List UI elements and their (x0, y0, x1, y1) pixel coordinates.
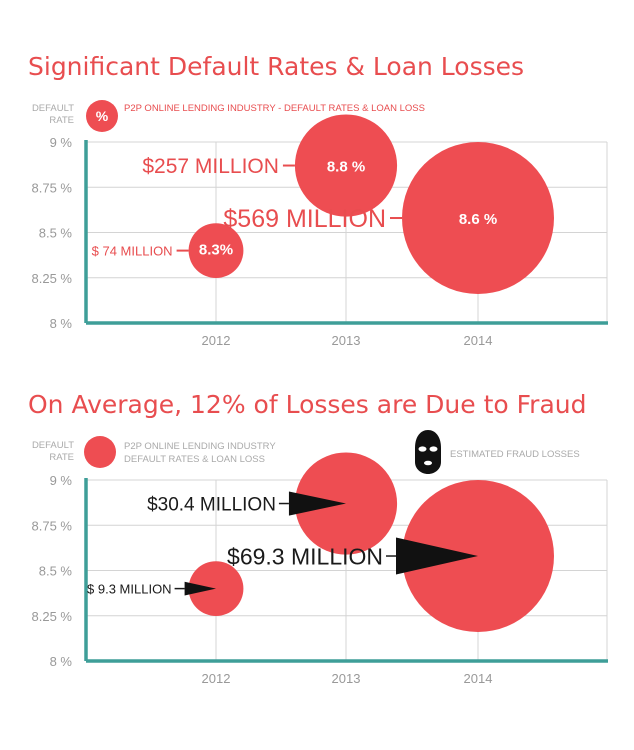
loss-annotation: $257 MILLION (142, 155, 279, 178)
bubble-2014 (402, 142, 554, 295)
y-tick-label: 8.5 % (39, 564, 73, 579)
y-tick-label: 8.75 % (32, 180, 73, 195)
chart-1: Significant Default Rates & Loan Losses … (28, 52, 608, 348)
fraud-annotation: $ 9.3 MILLION (87, 581, 172, 596)
fraud-annotation: $30.4 MILLION (147, 494, 276, 515)
x-tick-label: 2014 (464, 333, 493, 348)
chart-2-plot: 9 % 8.75 % 8.5 % 8.25 % 8 % 2012 2013 2014 $ 9.3… (32, 452, 608, 686)
y-tick-label: 9 % (50, 135, 73, 150)
chart-2-legend-label-line1: P2P ONLINE LENDING INDUSTRY (124, 441, 276, 452)
bubble-label: 8.8 % (327, 159, 365, 176)
chart-2-legend-label-line2: DEFAULT RATES & LOAN LOSS (124, 454, 265, 465)
y-tick-label: 9 % (50, 473, 73, 488)
chart-2-fraud-legend-label: ESTIMATED FRAUD LOSSES (450, 449, 580, 460)
chart-1-plot: 9 % 8.75 % 8.5 % 8.25 % 8 % 2012 2013 2014 8.3% $… (32, 114, 608, 348)
y-tick-label: 8.5 % (39, 226, 73, 241)
chart-2-legend-bubble (84, 436, 116, 468)
loss-annotation: $569 MILLION (223, 205, 386, 233)
y-tick-label: 8.25 % (32, 609, 73, 624)
y-tick-label: 8 % (50, 316, 73, 331)
bubble-2013 (294, 114, 398, 217)
chart-2-ylabel-line1: DEFAULT (32, 440, 74, 451)
chart-2-title: On Average, 12% of Losses are Due to Fra… (28, 390, 586, 419)
chart-1-ylabel-line1: DEFAULT (32, 103, 74, 114)
chart-1-legend-symbol: % (96, 108, 109, 124)
fraud-wedge (288, 491, 346, 516)
balaclava-mask-icon (415, 430, 441, 474)
fraud-wedge (396, 537, 478, 575)
bubble-2013 (294, 452, 398, 555)
fraud-wedge (184, 581, 216, 596)
bubble-label: 8.6 % (459, 211, 497, 228)
chart-1-ylabel-line2: RATE (49, 115, 74, 126)
loss-annotation: $ 74 MILLION (92, 243, 173, 258)
chart-1-title: Significant Default Rates & Loan Losses (28, 52, 524, 81)
y-tick-label: 8.75 % (32, 518, 73, 533)
y-tick-label: 8 % (50, 654, 73, 669)
bubble-2012 (188, 223, 244, 279)
x-tick-label: 2013 (332, 333, 361, 348)
chart-2-ylabel-line2: RATE (49, 452, 74, 463)
y-tick-label: 8.25 % (32, 271, 73, 286)
bubble-label: 8.3% (199, 242, 233, 259)
chart-2: On Average, 12% of Losses are Due to Fra… (28, 390, 608, 686)
chart-1-legend-label: P2P ONLINE LENDING INDUSTRY - DEFAULT RA… (124, 103, 425, 114)
x-tick-label: 2013 (332, 671, 361, 686)
fraud-annotation: $69.3 MILLION (227, 543, 383, 569)
x-tick-label: 2012 (202, 671, 231, 686)
chart-1-legend-bubble (86, 100, 118, 132)
x-tick-label: 2012 (202, 333, 231, 348)
x-tick-label: 2014 (464, 671, 493, 686)
